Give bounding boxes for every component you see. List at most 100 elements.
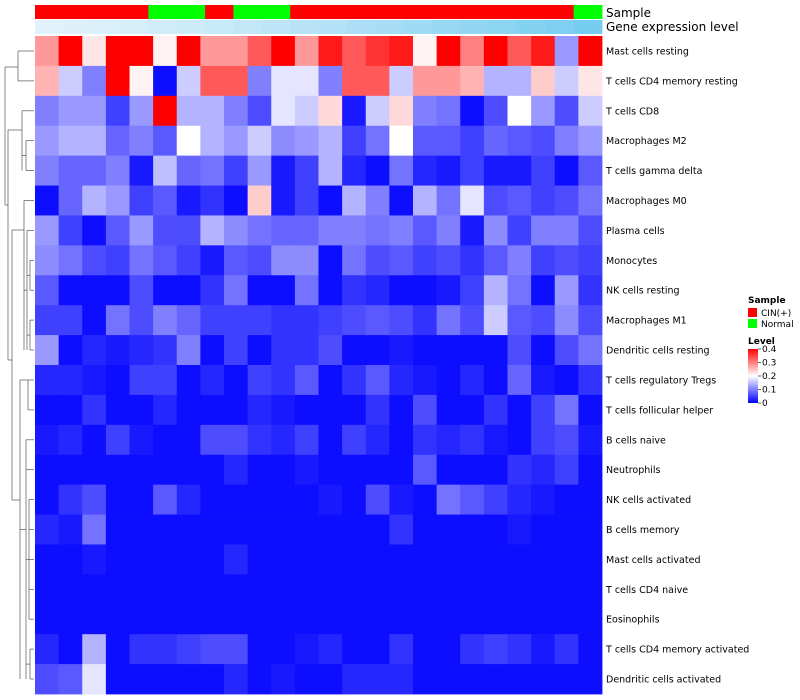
heatmap-cell: [176, 394, 201, 426]
heatmap-cell: [483, 514, 508, 545]
heatmap-cell: [483, 664, 508, 695]
heatmap-cell: [554, 424, 579, 456]
sample-annotation-cell: [573, 5, 603, 19]
heatmap-cell: [389, 215, 414, 246]
heatmap-cell: [365, 65, 390, 97]
heatmap-cell: [129, 125, 154, 157]
heatmap-cell: [483, 155, 508, 186]
heatmap-cell: [578, 664, 603, 695]
heatmap-cell: [58, 454, 83, 486]
heatmap-cell: [531, 65, 556, 97]
heatmap-cell: [58, 65, 83, 97]
heatmap-cell: [224, 245, 249, 276]
legend-tick-label: 0: [762, 399, 768, 409]
heatmap-cell: [58, 424, 83, 456]
legend-label-cin: CIN(+): [761, 309, 791, 319]
heatmap-cell: [82, 65, 107, 97]
heatmap-cell: [200, 36, 225, 67]
heatmap-cell: [271, 484, 296, 515]
heatmap-cell: [507, 544, 532, 575]
sample-annotation-cell: [120, 5, 149, 19]
heatmap-cell: [82, 514, 107, 545]
heatmap-cell: [35, 574, 60, 605]
heatmap-cell: [436, 125, 461, 157]
heatmap-cell: [105, 664, 130, 695]
heatmap-cell: [35, 125, 60, 157]
heatmap-cell: [460, 36, 485, 67]
heatmap-cell: [153, 65, 178, 97]
heatmap-cell: [153, 305, 178, 336]
heatmap-cell: [35, 245, 60, 276]
heatmap-cell: [342, 36, 367, 67]
heatmap-cell: [554, 574, 579, 605]
heatmap-cell: [105, 215, 130, 246]
heatmap-cell: [176, 484, 201, 515]
heatmap-cell: [105, 604, 130, 635]
heatmap-cell: [554, 394, 579, 426]
row-labels: Mast cells resting T cells CD4 memory res…: [605, 46, 749, 685]
heatmap-cell: [200, 634, 225, 665]
heatmap-cell: [389, 125, 414, 157]
heatmap-cell: [554, 95, 579, 127]
heatmap-cell: [294, 215, 319, 246]
heatmap-cell: [200, 394, 225, 426]
heatmap-cell: [342, 245, 367, 276]
heatmap-cell: [58, 664, 83, 695]
heatmap-cell: [531, 544, 556, 575]
heatmap-cell: [82, 454, 107, 486]
heatmap-cell: [460, 65, 485, 97]
heatmap-cell: [318, 424, 343, 456]
heatmap-cell: [342, 365, 367, 396]
heatmap-cell: [578, 514, 603, 545]
heatmap-cell: [176, 36, 201, 67]
heatmap-cell: [413, 664, 438, 695]
heatmap-cell: [35, 36, 60, 67]
heatmap-cell: [531, 574, 556, 605]
heatmap-cell: [82, 305, 107, 336]
heatmap-cell: [271, 544, 296, 575]
heatmap-cell: [224, 215, 249, 246]
heatmap-cell: [460, 514, 485, 545]
heatmap-cell: [200, 305, 225, 336]
heatmap-cell: [129, 155, 154, 186]
heatmap-cell: [507, 275, 532, 306]
heatmap-cell: [224, 514, 249, 545]
heatmap-cell: [82, 185, 107, 216]
heatmap-cell: [271, 95, 296, 127]
heatmap-cell: [82, 484, 107, 515]
heatmap-cell: [365, 424, 390, 456]
legend-level-ticks: 0.4 0.3 0.2 0.1 0: [758, 345, 777, 409]
heatmap-cell: [554, 65, 579, 97]
heatmap-cell: [318, 36, 343, 67]
expression-annotation-cell: [431, 20, 461, 34]
heatmap-cell: [507, 215, 532, 246]
heatmap-cell: [483, 365, 508, 396]
row-label: NK cells resting: [606, 286, 680, 297]
legend-tick-label: 0.3: [762, 359, 776, 369]
heatmap-cell: [554, 125, 579, 157]
heatmap-cell: [460, 275, 485, 306]
heatmap-cell: [389, 305, 414, 336]
heatmap-cell: [365, 604, 390, 635]
heatmap-cell: [200, 484, 225, 515]
heatmap-cell: [389, 484, 414, 515]
heatmap-cell: [153, 335, 178, 366]
heatmap-cell: [224, 155, 249, 186]
heatmap-cell: [507, 95, 532, 127]
heatmap-cell: [460, 664, 485, 695]
row-label: T cells gamma delta: [605, 166, 702, 177]
legend-sample-title: Sample: [748, 296, 786, 306]
row-label: T cells CD8: [605, 106, 659, 117]
heatmap-cell: [153, 125, 178, 157]
heatmap-cell: [200, 514, 225, 545]
heatmap-cell: [389, 185, 414, 216]
heatmap-cell: [578, 125, 603, 157]
heatmap-cell: [413, 424, 438, 456]
heatmap-cell: [35, 95, 60, 127]
heatmap-cell: [365, 305, 390, 336]
heatmap-cell: [318, 125, 343, 157]
expression-annotation-cell: [375, 20, 404, 34]
heatmap-cell: [105, 185, 130, 216]
heatmap-cell: [58, 185, 83, 216]
heatmap-cell: [578, 454, 603, 486]
